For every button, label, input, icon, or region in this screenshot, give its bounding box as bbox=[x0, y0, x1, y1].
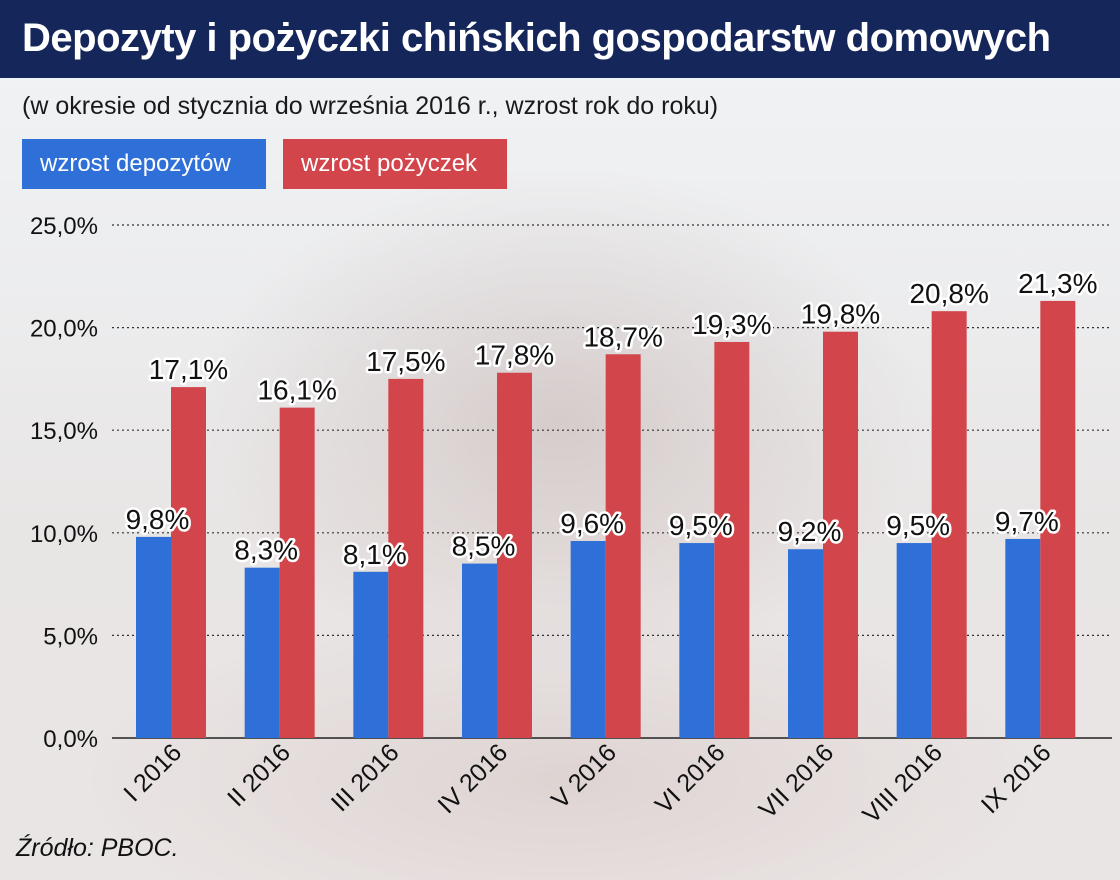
data-label-loans-4: 18,7% bbox=[583, 321, 662, 352]
bar-loans-4 bbox=[605, 354, 641, 738]
bar-loans-5 bbox=[714, 341, 750, 738]
data-label-loans-3: 17,8% bbox=[475, 340, 554, 371]
data-label-deposits-3: 8,5% bbox=[452, 531, 516, 562]
y-tick-label-4: 20,0% bbox=[30, 316, 98, 343]
bar-loans-0 bbox=[171, 387, 206, 738]
bar-loans-7 bbox=[931, 311, 967, 738]
title-bar: Depozyty i pożyczki chińskich gospodarst… bbox=[0, 0, 1120, 78]
bar-deposits-8 bbox=[1005, 538, 1041, 738]
x-tick-label-3: IV 2016 bbox=[432, 738, 513, 819]
legend-deposits: wzrost depozytów bbox=[22, 139, 266, 189]
data-label-deposits-6: 9,2% bbox=[778, 516, 842, 547]
bar-loans-2 bbox=[388, 378, 424, 738]
y-tick-label-0: 0,0% bbox=[43, 726, 98, 753]
bar-deposits-5 bbox=[679, 543, 715, 738]
x-tick-label-4: V 2016 bbox=[546, 738, 622, 814]
bar-loans-6 bbox=[823, 331, 858, 738]
bar-deposits-1 bbox=[244, 567, 280, 738]
data-label-deposits-2: 8,1% bbox=[343, 539, 407, 570]
bar-deposits-3 bbox=[462, 563, 497, 738]
data-label-loans-1: 16,1% bbox=[257, 375, 336, 406]
x-tick-label-1: II 2016 bbox=[222, 738, 296, 812]
legend-loans: wzrost pożyczek bbox=[283, 139, 507, 189]
data-label-loans-2: 17,5% bbox=[366, 346, 445, 377]
data-label-deposits-1: 8,3% bbox=[234, 535, 298, 566]
y-tick-label-3: 15,0% bbox=[30, 418, 98, 445]
bar-deposits-4 bbox=[570, 541, 606, 738]
data-label-deposits-7: 9,5% bbox=[886, 510, 950, 541]
x-tick-label-7: VIII 2016 bbox=[857, 738, 948, 829]
x-tick-label-5: VI 2016 bbox=[650, 738, 731, 819]
y-tick-label-1: 5,0% bbox=[43, 623, 98, 650]
data-label-deposits-4: 9,6% bbox=[560, 508, 624, 539]
bar-loans-3 bbox=[497, 372, 532, 738]
data-label-deposits-0: 9,8% bbox=[126, 504, 190, 535]
x-tick-label-2: III 2016 bbox=[326, 738, 405, 817]
chart-subtitle: (w okresie od stycznia do września 2016 … bbox=[22, 92, 719, 120]
x-tick-label-6: VII 2016 bbox=[754, 738, 840, 824]
x-tick-label-0: I 2016 bbox=[118, 738, 187, 807]
data-label-deposits-8: 9,7% bbox=[995, 506, 1059, 537]
y-tick-label-2: 10,0% bbox=[30, 521, 98, 548]
data-label-loans-7: 20,8% bbox=[909, 278, 988, 309]
bar-deposits-2 bbox=[353, 571, 389, 738]
source-note: Źródło: PBOC. bbox=[16, 834, 179, 862]
x-tick-label-8: IX 2016 bbox=[976, 738, 1057, 819]
data-label-deposits-5: 9,5% bbox=[669, 510, 733, 541]
bar-deposits-0 bbox=[136, 536, 171, 738]
bar-loans-8 bbox=[1040, 300, 1076, 738]
bar-deposits-6 bbox=[788, 549, 823, 738]
data-label-loans-8: 21,3% bbox=[1018, 268, 1097, 299]
data-label-loans-5: 19,3% bbox=[692, 309, 771, 340]
bar-deposits-7 bbox=[896, 543, 932, 738]
data-label-loans-0: 17,1% bbox=[149, 354, 228, 385]
data-label-loans-6: 19,8% bbox=[801, 299, 880, 330]
chart-title: Depozyty i pożyczki chińskich gospodarst… bbox=[22, 16, 1051, 60]
y-tick-label-5: 25,0% bbox=[30, 213, 98, 240]
bar-loans-1 bbox=[279, 407, 315, 738]
